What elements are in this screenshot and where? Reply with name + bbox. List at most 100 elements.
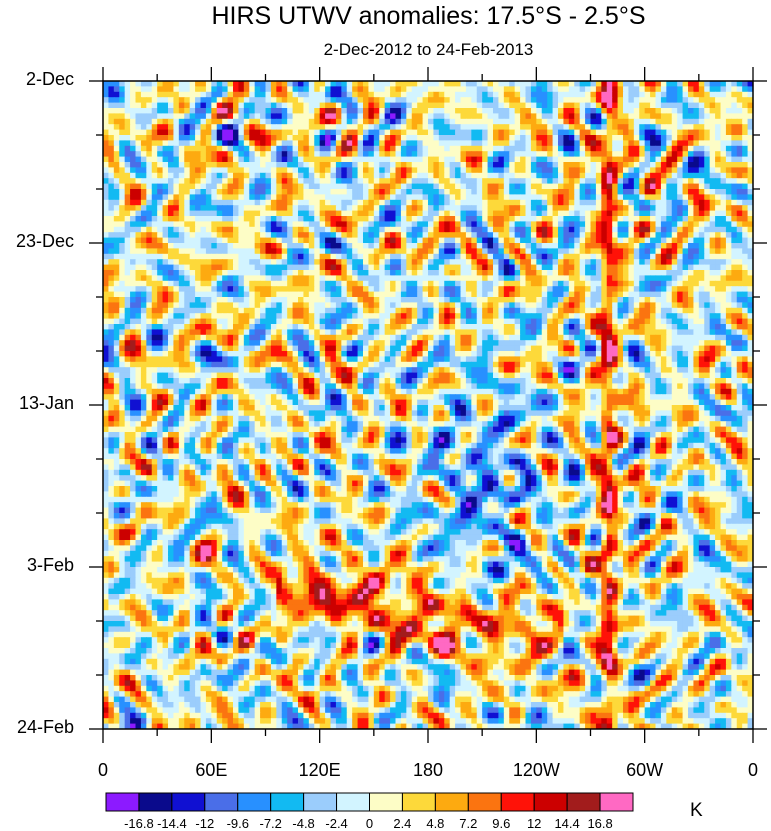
- anomaly-cell: [146, 140, 153, 147]
- anomaly-cell: [417, 81, 424, 87]
- anomaly-cell: [373, 243, 380, 249]
- anomaly-cell: [211, 286, 218, 293]
- anomaly-cell: [671, 280, 678, 287]
- anomaly-cell: [281, 259, 288, 266]
- anomaly-cell: [514, 156, 521, 163]
- anomaly-cell: [747, 86, 753, 93]
- anomaly-cell: [639, 210, 646, 217]
- anomaly-cell: [503, 237, 510, 244]
- anomaly-cell: [606, 102, 613, 109]
- anomaly-cell: [574, 297, 581, 303]
- anomaly-cell: [677, 124, 684, 131]
- anomaly-cell: [704, 113, 711, 120]
- anomaly-cell: [135, 259, 142, 266]
- anomaly-cell: [173, 232, 180, 239]
- anomaly-cell: [395, 270, 402, 276]
- anomaly-cell: [720, 232, 727, 239]
- anomaly-cell: [487, 275, 494, 282]
- anomaly-cell: [568, 97, 575, 104]
- anomaly-cell: [395, 140, 402, 147]
- anomaly-cell: [715, 291, 722, 298]
- anomaly-cell: [270, 81, 277, 87]
- anomaly-cell: [178, 129, 185, 136]
- anomaly-cell: [563, 205, 570, 212]
- anomaly-cell: [693, 275, 700, 282]
- anomaly-cell: [254, 178, 261, 185]
- anomaly-cell: [276, 297, 283, 303]
- anomaly-cell: [666, 156, 673, 163]
- anomaly-cell: [276, 156, 283, 163]
- anomaly-cell: [444, 140, 451, 147]
- anomaly-cell: [411, 156, 418, 163]
- anomaly-cell: [574, 243, 581, 249]
- anomaly-cell: [552, 162, 559, 168]
- anomaly-cell: [552, 108, 559, 114]
- anomaly-cell: [471, 145, 478, 152]
- anomaly-cell: [422, 145, 429, 152]
- anomaly-cell: [325, 216, 332, 222]
- anomaly-cell: [471, 167, 478, 174]
- anomaly-cell: [590, 291, 597, 298]
- anomaly-cell: [287, 243, 294, 249]
- anomaly-cell: [428, 237, 435, 244]
- anomaly-cell: [303, 237, 310, 244]
- anomaly-cell: [130, 302, 137, 309]
- anomaly-cell: [162, 248, 169, 255]
- anomaly-cell: [460, 297, 467, 303]
- anomaly-cell: [140, 243, 147, 249]
- anomaly-cell: [623, 118, 630, 125]
- anomaly-cell: [335, 275, 342, 282]
- anomaly-cell: [704, 297, 711, 303]
- anomaly-cell: [249, 108, 256, 114]
- anomaly-cell: [498, 205, 505, 212]
- anomaly-cell: [200, 183, 207, 190]
- anomaly-cell: [184, 205, 191, 212]
- anomaly-cell: [157, 291, 164, 298]
- anomaly-cell: [747, 118, 753, 125]
- anomaly-cell: [530, 199, 537, 206]
- anomaly-cell: [222, 221, 229, 228]
- anomaly-cell: [308, 91, 315, 98]
- anomaly-cell: [525, 172, 532, 179]
- anomaly-cell: [476, 178, 483, 185]
- anomaly-cell: [265, 291, 272, 298]
- anomaly-cell: [157, 302, 164, 309]
- anomaly-cell: [644, 81, 651, 87]
- anomaly-cell: [563, 102, 570, 109]
- anomaly-cell: [168, 232, 175, 239]
- anomaly-cell: [428, 275, 435, 282]
- anomaly-cell: [162, 189, 169, 195]
- anomaly-cell: [222, 243, 229, 249]
- anomaly-cell: [720, 135, 727, 141]
- anomaly-cell: [574, 291, 581, 298]
- anomaly-cell: [330, 91, 337, 98]
- anomaly-cell: [216, 243, 223, 249]
- anomaly-cell: [536, 183, 543, 190]
- anomaly-cell: [335, 167, 342, 174]
- anomaly-cell: [476, 194, 483, 201]
- anomaly-cell: [660, 253, 667, 260]
- anomaly-cell: [157, 243, 164, 249]
- anomaly-cell: [498, 275, 505, 282]
- anomaly-cell: [363, 162, 370, 168]
- anomaly-cell: [617, 178, 624, 185]
- anomaly-cell: [119, 302, 126, 309]
- anomaly-cell: [195, 297, 202, 303]
- anomaly-cell: [541, 102, 548, 109]
- anomaly-cell: [417, 210, 424, 217]
- anomaly-cell: [357, 243, 364, 249]
- anomaly-cell: [140, 167, 147, 174]
- anomaly-cell: [227, 156, 234, 163]
- anomaly-cell: [438, 91, 445, 98]
- anomaly-cell: [698, 129, 705, 136]
- anomaly-cell: [352, 270, 359, 276]
- anomaly-cell: [460, 108, 467, 114]
- anomaly-cell: [671, 156, 678, 163]
- anomaly-cell: [655, 253, 662, 260]
- anomaly-cell: [319, 264, 326, 271]
- anomaly-cell: [308, 178, 315, 185]
- anomaly-cell: [563, 145, 570, 152]
- anomaly-cell: [373, 259, 380, 266]
- anomaly-cell: [520, 172, 527, 179]
- anomaly-cell: [173, 172, 180, 179]
